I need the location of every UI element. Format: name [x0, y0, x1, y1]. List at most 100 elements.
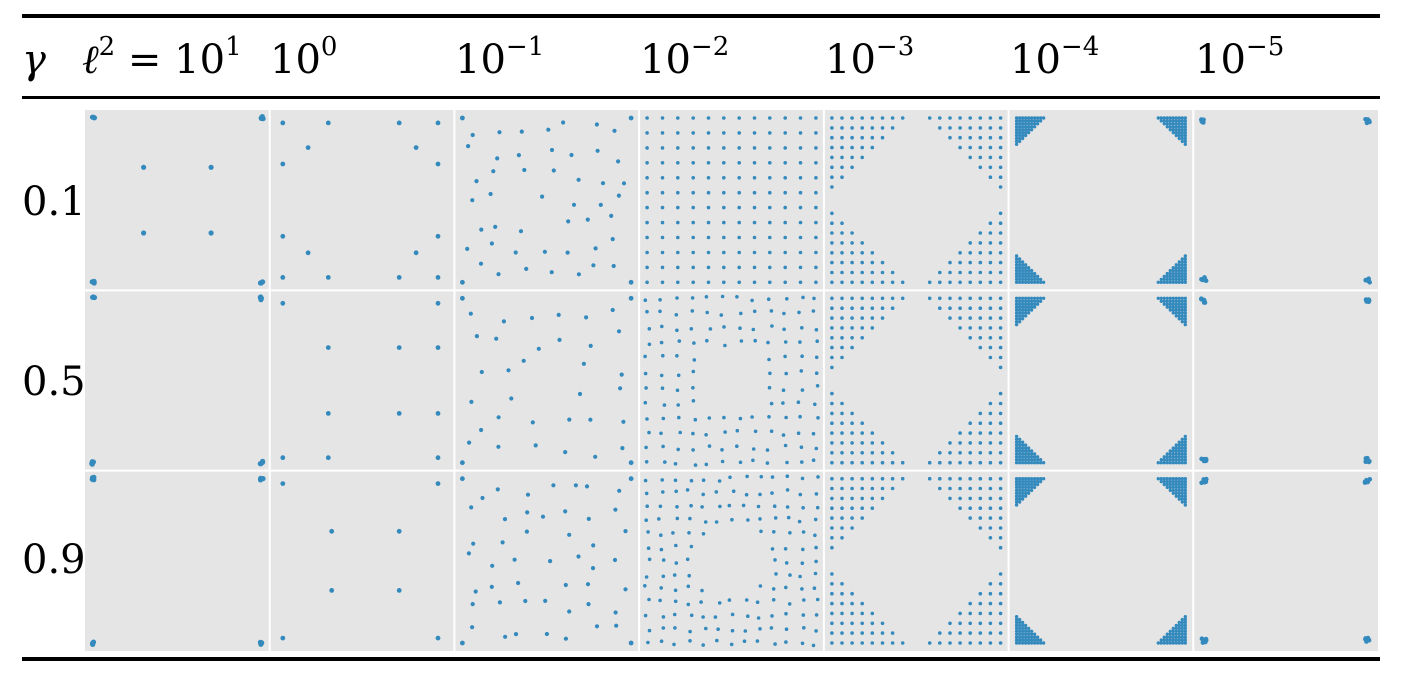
data-point — [720, 448, 724, 452]
data-point — [1180, 311, 1185, 315]
data-point — [1183, 299, 1188, 303]
data-point — [722, 325, 726, 329]
data-point — [830, 241, 834, 245]
data-point — [1165, 280, 1170, 284]
data-point — [746, 614, 750, 618]
data-point — [850, 270, 854, 275]
data-point — [1180, 260, 1185, 264]
data-point — [752, 250, 757, 255]
data-point — [1180, 629, 1185, 633]
data-point — [769, 429, 774, 434]
corner-point — [1363, 117, 1368, 122]
data-point — [860, 631, 864, 635]
data-point — [1017, 139, 1022, 144]
data-point — [706, 190, 711, 195]
data-point — [830, 496, 834, 501]
data-point — [784, 627, 789, 631]
data-point — [978, 336, 983, 340]
data-point — [1180, 296, 1185, 300]
data-point — [1171, 477, 1176, 481]
data-point — [1165, 296, 1170, 300]
data-point — [770, 491, 774, 495]
data-point — [812, 296, 816, 301]
data-point — [830, 641, 834, 645]
data-point — [850, 296, 854, 301]
data-point — [1017, 449, 1022, 453]
data-point — [610, 237, 615, 242]
data-point — [676, 190, 680, 195]
data-point — [840, 221, 844, 225]
row-header-gamma: γ — [22, 37, 46, 83]
data-point — [988, 116, 993, 120]
data-point — [660, 146, 665, 150]
data-point — [978, 431, 983, 435]
data-point — [752, 190, 757, 195]
data-point — [840, 251, 844, 255]
data-point — [660, 324, 664, 329]
data-point — [1014, 133, 1019, 138]
data-point — [784, 415, 788, 420]
data-point — [1026, 629, 1031, 633]
data-point — [1014, 635, 1019, 639]
data-point — [1038, 280, 1043, 284]
data-point — [1014, 308, 1019, 312]
col-base-3: 10 — [640, 37, 691, 83]
data-point — [1171, 311, 1176, 315]
data-point — [494, 336, 499, 341]
data-point — [706, 131, 711, 135]
data-point — [1020, 271, 1025, 276]
data-point — [870, 441, 875, 445]
data-point — [785, 297, 789, 301]
data-point — [998, 582, 1003, 586]
data-point — [968, 155, 972, 160]
corner-point — [460, 476, 465, 482]
data-point — [643, 584, 647, 588]
data-point — [1168, 477, 1173, 481]
panel-r2-c5 — [1014, 477, 1188, 645]
header-rule — [22, 96, 1380, 99]
data-point — [796, 431, 801, 436]
data-point — [1017, 257, 1022, 261]
data-point — [502, 517, 508, 522]
data-point — [830, 411, 834, 416]
data-point — [1177, 317, 1182, 321]
data-point — [1041, 461, 1046, 465]
data-point — [720, 294, 725, 299]
data-point — [988, 621, 993, 626]
data-point — [690, 309, 695, 313]
data-point — [1174, 268, 1179, 273]
data-point — [1020, 263, 1025, 267]
data-point — [1174, 638, 1179, 642]
data-point — [1017, 617, 1022, 622]
data-point — [830, 631, 834, 635]
data-point — [900, 476, 905, 481]
data-point — [840, 155, 844, 160]
data-point — [988, 155, 993, 160]
data-point — [840, 280, 844, 285]
data-point — [1029, 125, 1034, 129]
data-point — [998, 431, 1003, 435]
data-point — [1183, 626, 1188, 631]
data-point — [798, 131, 803, 135]
panel-r1-c5 — [1014, 296, 1188, 465]
data-point — [743, 629, 748, 633]
panel-r2-c6 — [1199, 476, 1373, 645]
data-point — [768, 190, 772, 195]
data-point — [815, 339, 819, 344]
data-point — [1174, 302, 1179, 306]
data-point — [840, 326, 844, 330]
data-point — [1177, 479, 1182, 484]
data-point — [1023, 641, 1028, 645]
data-point — [1171, 482, 1176, 487]
data-point — [811, 458, 816, 463]
data-point — [525, 510, 530, 515]
data-point — [1168, 274, 1173, 279]
data-point — [738, 416, 743, 421]
data-point — [1035, 482, 1040, 487]
data-point — [1165, 632, 1170, 636]
data-point — [1177, 635, 1182, 639]
data-point — [1035, 277, 1040, 282]
panel-r1-c0 — [89, 294, 266, 467]
data-point — [1020, 479, 1025, 484]
data-point — [1171, 274, 1176, 279]
